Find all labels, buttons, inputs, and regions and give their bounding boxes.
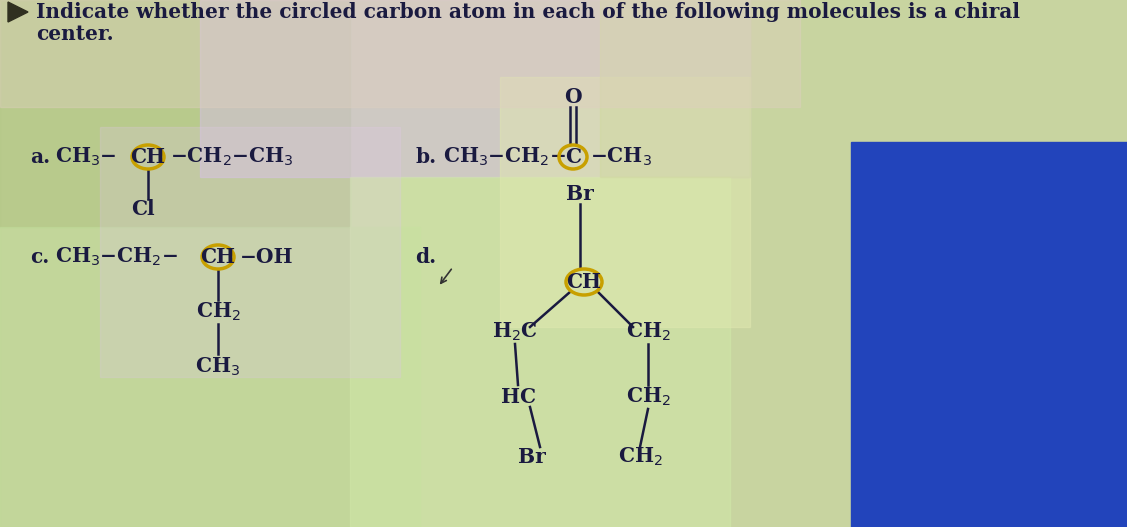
Text: CH$_3$−: CH$_3$− [55,146,116,168]
Text: CH$_3$: CH$_3$ [195,356,240,378]
Text: c.: c. [30,247,50,267]
Text: a.: a. [30,147,50,167]
Bar [350,177,730,527]
Bar [199,0,749,177]
Bar [0,0,350,227]
Bar [500,77,749,327]
Text: CH$_2$: CH$_2$ [196,301,240,323]
Text: center.: center. [36,24,114,44]
Text: Indicate whether the circled carbon atom in each of the following molecules is a: Indicate whether the circled carbon atom… [36,2,1020,22]
Bar [851,142,1127,527]
Text: CH: CH [567,272,602,292]
Text: Br: Br [566,184,594,204]
Text: CH$_3$−CH$_2$−: CH$_3$−CH$_2$− [55,246,178,268]
Bar [0,0,800,107]
Bar [0,227,420,527]
Text: C: C [565,147,582,167]
Text: Br: Br [518,447,545,467]
Text: CH$_2$: CH$_2$ [618,446,663,468]
Text: Cl: Cl [131,199,154,219]
Bar [600,0,749,177]
Bar [100,127,400,377]
Text: d.: d. [415,247,436,267]
Text: O: O [565,87,582,107]
Polygon shape [8,2,28,22]
Text: CH: CH [201,247,236,267]
Text: H$_2$C: H$_2$C [492,321,538,343]
Text: b.: b. [415,147,436,167]
Text: −OH: −OH [240,247,293,267]
Text: −CH$_3$: −CH$_3$ [591,146,651,168]
Text: CH$_3$−CH$_2$−: CH$_3$−CH$_2$− [443,146,566,168]
Text: CH: CH [131,147,166,167]
Text: −CH$_2$−CH$_3$: −CH$_2$−CH$_3$ [170,146,293,168]
Text: CH$_2$: CH$_2$ [625,386,671,408]
Text: HC: HC [500,387,535,407]
Text: CH$_2$: CH$_2$ [625,321,671,343]
